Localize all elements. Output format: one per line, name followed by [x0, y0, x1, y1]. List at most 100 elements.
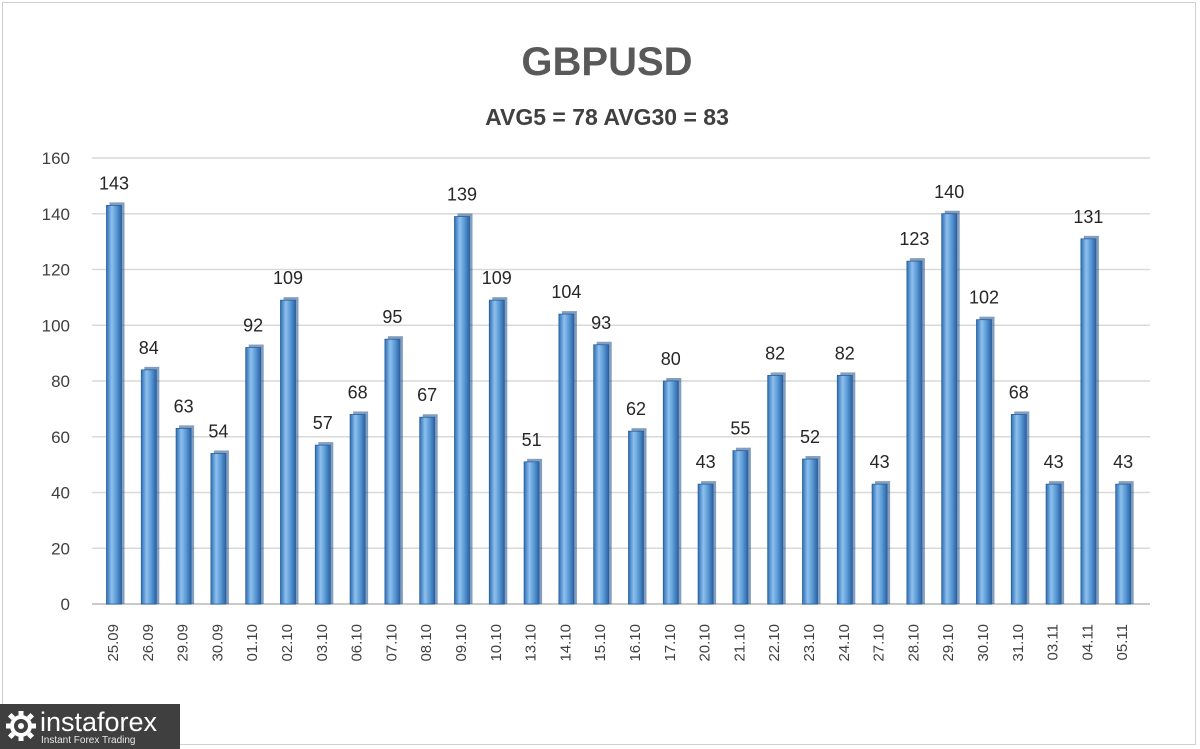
- x-tick-label: 27.10: [871, 624, 888, 662]
- data-label: 93: [591, 313, 611, 333]
- bar: [523, 461, 540, 605]
- y-tick-label: 160: [42, 149, 70, 168]
- y-tick-label: 20: [51, 539, 70, 558]
- x-tick-label: 25.09: [105, 624, 122, 662]
- y-tick-label: 100: [42, 316, 70, 335]
- x-tick-label: 01.10: [244, 624, 261, 662]
- x-tick-label: 03.11: [1045, 624, 1062, 660]
- data-label: 102: [969, 288, 999, 308]
- x-tick-label: 09.10: [453, 624, 470, 662]
- chart-subtitle: AVG5 = 78 AVG30 = 83: [485, 104, 729, 130]
- bar: [175, 427, 192, 605]
- bar: [106, 204, 122, 605]
- bar: [976, 319, 992, 605]
- y-tick-label: 60: [51, 428, 70, 447]
- x-tick-label: 30.09: [209, 624, 226, 662]
- data-label: 43: [870, 452, 890, 472]
- logo-wordmark: instaforex: [40, 707, 158, 737]
- bar: [767, 375, 784, 605]
- bar: [384, 338, 401, 605]
- data-labels: 143 84 63 54 92 109 57 68 95 67 139 109 51 104 93 62 80 4…: [99, 173, 1133, 472]
- data-label: 57: [313, 413, 333, 433]
- data-label: 139: [447, 185, 477, 205]
- bar: [662, 380, 679, 605]
- data-label: 143: [99, 173, 129, 193]
- x-tick-label: 04.11: [1079, 624, 1096, 660]
- x-tick-label: 07.10: [383, 624, 400, 662]
- bar: [871, 483, 888, 605]
- data-label: 68: [348, 382, 368, 402]
- data-label: 92: [243, 316, 263, 336]
- data-label: 55: [730, 419, 750, 439]
- bar: [280, 299, 296, 605]
- chart-title: GBPUSD: [521, 40, 693, 84]
- x-tick-label: 30.10: [975, 624, 992, 662]
- bar: [941, 213, 958, 605]
- x-tick-label: 31.10: [1010, 624, 1027, 662]
- data-label: 80: [661, 349, 681, 369]
- y-tick-label: 40: [51, 484, 70, 503]
- x-tick-label: 08.10: [418, 624, 435, 662]
- bar: [314, 444, 331, 605]
- bar: [245, 347, 262, 605]
- y-tick-label: 80: [51, 372, 70, 391]
- gear-logo-icon: [6, 711, 36, 741]
- bar: [558, 313, 575, 605]
- bar: [1010, 414, 1027, 605]
- data-label: 109: [482, 268, 512, 288]
- bar: [1115, 483, 1132, 605]
- data-label: 123: [899, 229, 929, 249]
- data-label: 109: [273, 268, 303, 288]
- x-tick-label: 06.10: [349, 624, 366, 662]
- x-tick-label: 29.09: [175, 624, 192, 662]
- data-label: 54: [208, 421, 228, 441]
- x-tick-label: 16.10: [627, 624, 644, 662]
- bar: [419, 416, 436, 605]
- data-label: 104: [551, 282, 581, 302]
- data-label: 43: [1044, 452, 1064, 472]
- x-tick-label: 10.10: [488, 624, 505, 662]
- x-axis: 25.09 26.09 29.09 30.09 01.10 02.10 03.10 06.10…: [105, 624, 1131, 662]
- y-tick-label: 120: [42, 261, 70, 280]
- bar: [1080, 238, 1097, 605]
- data-label: 82: [765, 343, 785, 363]
- x-tick-label: 20.10: [697, 624, 714, 662]
- bar: [697, 483, 714, 605]
- bar: [593, 344, 610, 605]
- data-label: 62: [626, 399, 646, 419]
- data-label: 52: [800, 427, 820, 447]
- bar: [732, 450, 749, 605]
- data-label: 43: [696, 452, 716, 472]
- y-tick-label: 140: [42, 205, 70, 224]
- x-tick-label: 24.10: [836, 624, 853, 662]
- x-tick-label: 22.10: [766, 624, 783, 662]
- data-label: 67: [417, 385, 437, 405]
- bar: [210, 453, 227, 605]
- bar: [802, 458, 818, 605]
- data-label: 131: [1073, 207, 1103, 227]
- bar: [628, 430, 644, 605]
- data-label: 84: [139, 338, 159, 358]
- y-tick-label: 0: [61, 595, 70, 614]
- data-label: 95: [382, 307, 402, 327]
- x-tick-label: 29.10: [940, 624, 957, 662]
- x-tick-label: 02.10: [279, 624, 296, 662]
- y-axis: 0 20 40 60 80 100 120 140 160: [42, 149, 1150, 614]
- x-tick-label: 21.10: [731, 624, 748, 662]
- x-tick-label: 03.10: [314, 624, 331, 662]
- x-tick-label: 05.11: [1114, 624, 1131, 660]
- bar-series: [106, 202, 1134, 605]
- bar: [349, 414, 366, 605]
- bar: [836, 375, 853, 605]
- data-label: 82: [835, 343, 855, 363]
- bar: [488, 299, 505, 605]
- data-label: 43: [1113, 452, 1133, 472]
- logo-tagline: Instant Forex Trading: [41, 735, 136, 746]
- bar: [140, 369, 157, 605]
- x-tick-label: 15.10: [592, 624, 609, 662]
- x-tick-label: 17.10: [662, 624, 679, 662]
- bar: [1045, 483, 1062, 605]
- x-tick-label: 13.10: [523, 624, 540, 662]
- x-tick-label: 14.10: [557, 624, 574, 662]
